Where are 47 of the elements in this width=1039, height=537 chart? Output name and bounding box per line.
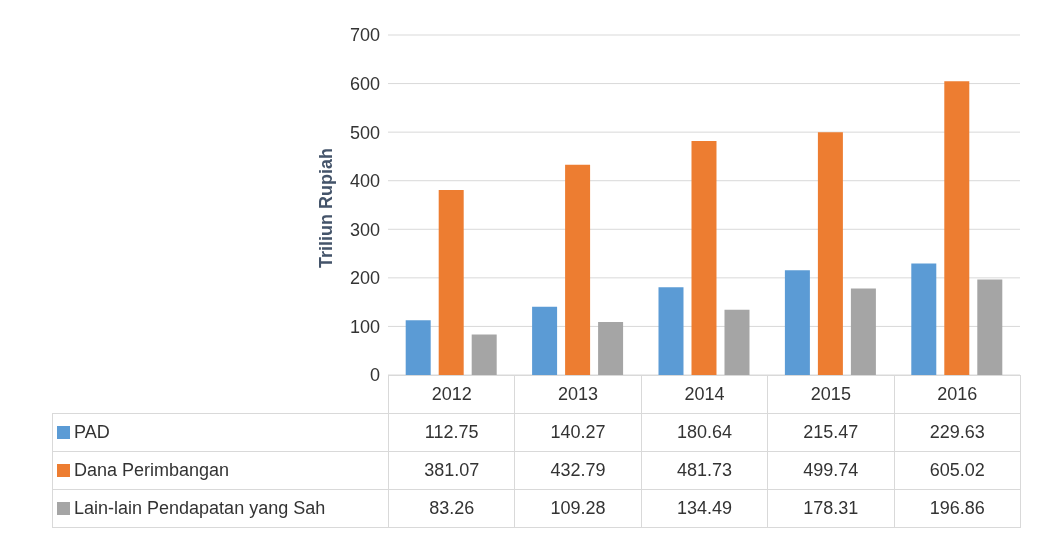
- bar: [724, 309, 750, 375]
- data-label: 134.49: [641, 489, 768, 528]
- bar: [598, 321, 624, 375]
- x-tick-label: 2013: [514, 375, 642, 414]
- legend-label: PAD: [52, 413, 389, 452]
- x-tick-label: 2012: [388, 375, 515, 414]
- data-label: 109.28: [514, 489, 642, 528]
- data-label: 83.26: [388, 489, 515, 528]
- data-label: 432.79: [514, 451, 642, 490]
- y-tick-label: 600: [349, 73, 380, 94]
- y-tick-label: 700: [349, 25, 380, 46]
- bar: [944, 81, 970, 375]
- bar: [691, 141, 717, 375]
- bar: [977, 279, 1003, 375]
- bar: [405, 320, 431, 375]
- bar: [911, 263, 937, 375]
- data-label: 499.74: [767, 451, 895, 490]
- y-axis-title: Triliun Rupiah: [315, 148, 337, 268]
- y-tick-label: 0: [369, 365, 380, 386]
- data-label: 605.02: [894, 451, 1021, 490]
- y-tick-label: 100: [349, 316, 380, 337]
- x-tick-label: 2014: [641, 375, 768, 414]
- legend-label: Lain-lain Pendapatan yang Sah: [52, 489, 389, 528]
- bar: [658, 287, 684, 375]
- y-tick-label: 500: [349, 122, 380, 143]
- data-label: 180.64: [641, 413, 768, 452]
- bar: [532, 306, 558, 375]
- bar: [784, 270, 810, 375]
- data-label: 178.31: [767, 489, 895, 528]
- bar: [471, 334, 497, 375]
- data-label: 381.07: [388, 451, 515, 490]
- x-tick-label: 2016: [894, 375, 1021, 414]
- y-tick-label: 200: [349, 268, 380, 289]
- data-label: 112.75: [388, 413, 515, 452]
- bar: [438, 189, 464, 375]
- data-label: 140.27: [514, 413, 642, 452]
- y-tick-label: 400: [349, 171, 380, 192]
- x-tick-label: 2015: [767, 375, 895, 414]
- bar: [850, 288, 876, 375]
- bar: [565, 164, 591, 375]
- data-label: 229.63: [894, 413, 1021, 452]
- legend-label: Dana Perimbangan: [52, 451, 389, 490]
- data-label: 481.73: [641, 451, 768, 490]
- data-label: 196.86: [894, 489, 1021, 528]
- y-tick-label: 300: [349, 219, 380, 240]
- bar: [817, 132, 843, 375]
- data-label: 215.47: [767, 413, 895, 452]
